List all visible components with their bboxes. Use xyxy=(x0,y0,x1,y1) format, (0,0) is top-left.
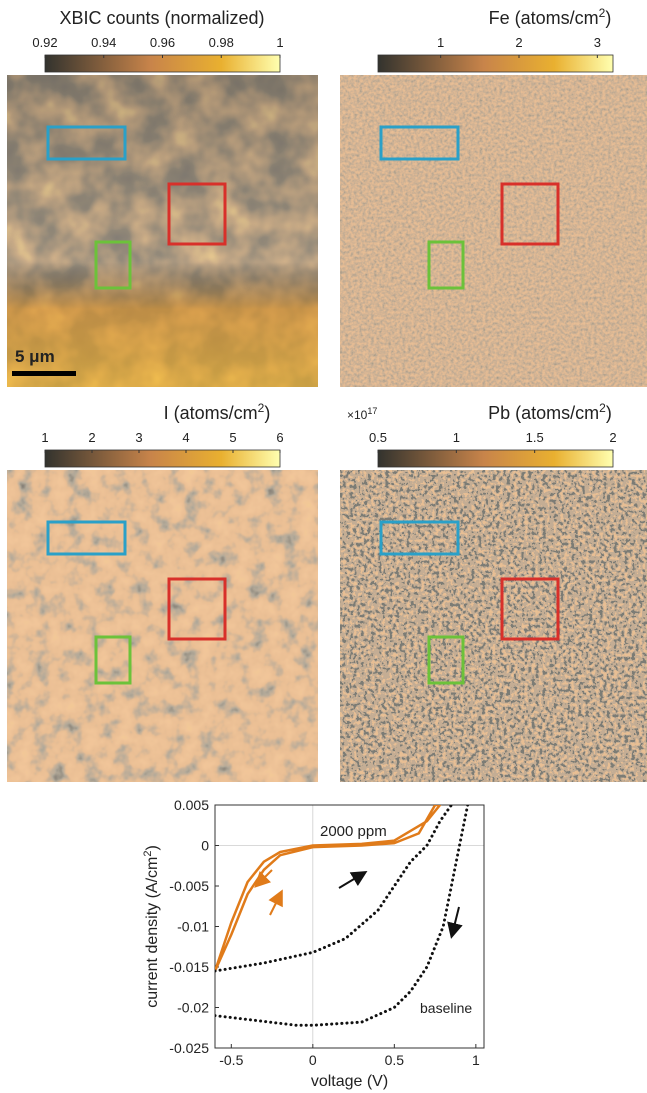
title-end: ) xyxy=(605,8,611,28)
colorbar-tick-label: 2 xyxy=(609,430,616,445)
colorbar-tick-label: 3 xyxy=(594,35,601,50)
y-tick-label: -0.02 xyxy=(177,1000,209,1016)
colorbar-tick-label: 6 xyxy=(276,430,283,445)
x-tick-label: -0.5 xyxy=(219,1052,243,1068)
y-axis-label: current density (A/cm2) xyxy=(142,845,161,1008)
title-text: Fe (atoms/cm xyxy=(489,8,599,28)
title-end: ) xyxy=(264,403,270,423)
x-tick-label: 0 xyxy=(309,1052,317,1068)
arrow xyxy=(339,873,364,888)
map-image xyxy=(340,75,647,387)
colorbar xyxy=(45,450,280,467)
scale-bar-label: 5 μm xyxy=(15,347,55,366)
colorbar-tick-label: 2 xyxy=(88,430,95,445)
x-tick-label: 0.5 xyxy=(385,1052,405,1068)
colorbar-tick-label: 1.5 xyxy=(526,430,544,445)
multiplier-exp: 17 xyxy=(367,406,377,416)
title-text: XBIC counts (normalized) xyxy=(59,8,264,28)
colorbar-tick-label: 1 xyxy=(437,35,444,50)
title-text: I (atoms/cm xyxy=(164,403,258,423)
colorbar-tick-label: 1 xyxy=(41,430,48,445)
y-label-text: current density (A/cm xyxy=(144,857,161,1008)
figure: XBIC counts (normalized)0.92 0.94 0.96 0.98… xyxy=(0,0,647,1093)
colorbar-tick-label: 5 xyxy=(229,430,236,445)
colorbar xyxy=(378,55,613,72)
arrow xyxy=(452,907,459,935)
series-annotation: baseline xyxy=(420,1000,472,1016)
map-image xyxy=(7,470,318,782)
y-tick-label: 0.005 xyxy=(174,797,209,813)
y-tick-label: -0.025 xyxy=(169,1040,209,1056)
colorbar-tick-label: 0.96 xyxy=(150,35,175,50)
title-end: ) xyxy=(606,403,612,423)
y-tick-label: 0 xyxy=(201,838,209,854)
colorbar-tick-label: 2 xyxy=(515,35,522,50)
colorbar-tick-label: 0.5 xyxy=(369,430,387,445)
x-axis-label: voltage (V) xyxy=(311,1073,388,1090)
colorbar-tick-label: 1 xyxy=(453,430,460,445)
map-title: I (atoms/cm2) xyxy=(164,401,271,423)
colorbar-tick-label: 0.94 xyxy=(91,35,116,50)
multiplier-base: ×10 xyxy=(347,408,368,422)
arrow xyxy=(270,893,281,915)
map-image xyxy=(340,470,647,782)
map-title: Pb (atoms/cm2) xyxy=(488,401,612,423)
scale-bar xyxy=(12,371,76,376)
y-tick-label: -0.015 xyxy=(169,959,209,975)
colorbar-tick-label: 1 xyxy=(276,35,283,50)
map-overlay xyxy=(7,75,318,387)
multiplier: ×1017 xyxy=(347,406,377,422)
y-tick-label: -0.01 xyxy=(177,919,209,935)
colorbar-tick-label: 0.92 xyxy=(32,35,57,50)
colorbar-tick-label: 3 xyxy=(135,430,142,445)
colorbar xyxy=(378,450,613,467)
map-title: Fe (atoms/cm2) xyxy=(489,6,612,28)
x-tick-label: 1 xyxy=(472,1052,480,1068)
colorbar-tick-label: 4 xyxy=(182,430,189,445)
map-title: XBIC counts (normalized) xyxy=(59,8,264,28)
title-text: Pb (atoms/cm xyxy=(488,403,599,423)
series-annotation: 2000 ppm xyxy=(320,823,387,840)
y-tick-label: -0.005 xyxy=(169,878,209,894)
y-label-end: ) xyxy=(144,845,161,850)
colorbar-tick-label: 0.98 xyxy=(209,35,234,50)
